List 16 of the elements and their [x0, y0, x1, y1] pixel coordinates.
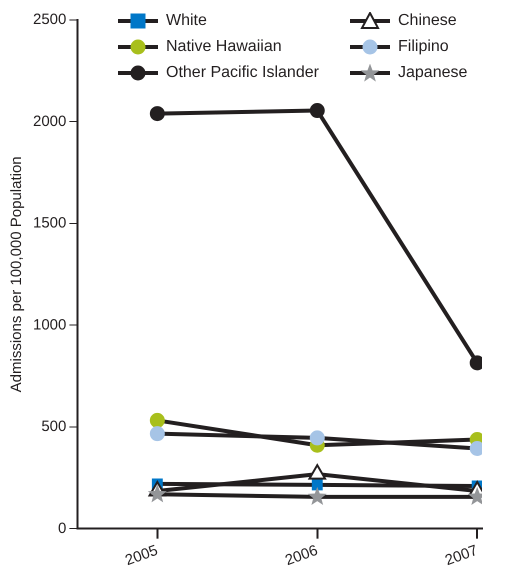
legend-label: Japanese [398, 64, 468, 82]
x-tick-label: 2006 [282, 542, 320, 570]
legend-label: Native Hawaiian [166, 38, 282, 56]
x-tick-label: 2005 [122, 542, 160, 570]
y-axis-title: Admissions per 100,000 Population [8, 156, 26, 392]
legend-label: White [166, 12, 207, 30]
x-tick-label: 2007 [442, 542, 480, 570]
y-tick-label: 1500 [32, 214, 66, 232]
legend-label: Chinese [398, 12, 457, 30]
legend-label: Other Pacific Islander [166, 64, 319, 82]
legend-label: Filipino [398, 38, 449, 56]
y-tick-label: 500 [41, 418, 66, 436]
y-tick-label: 2000 [32, 112, 66, 130]
y-tick-label: 2500 [32, 11, 66, 28]
y-tick-label: 1000 [32, 316, 66, 334]
y-tick-label: 0 [58, 520, 66, 537]
